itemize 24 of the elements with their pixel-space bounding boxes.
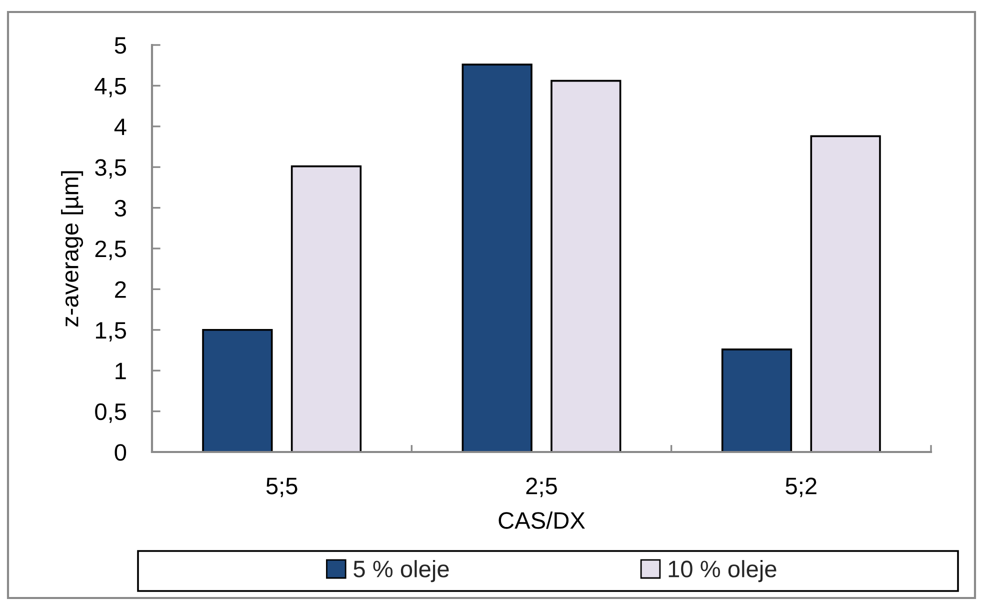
x-tick-label: 2;5 bbox=[526, 478, 557, 498]
bar bbox=[462, 64, 532, 452]
x-axis-title: CAS/DX bbox=[498, 512, 585, 529]
legend-label: 5 % oleje bbox=[354, 560, 449, 582]
y-tick-label: 4 bbox=[114, 118, 126, 135]
bar bbox=[810, 135, 881, 452]
y-tick-label: 3 bbox=[114, 200, 126, 217]
y-tick-label: 3,5 bbox=[95, 159, 126, 179]
y-tick-label: 1 bbox=[116, 362, 126, 380]
bar bbox=[290, 165, 362, 452]
y-tick-label: 1,5 bbox=[96, 322, 126, 342]
legend-label: 10 % oleje bbox=[668, 560, 776, 582]
y-tick-label: 0,5 bbox=[95, 403, 126, 423]
y-tick-label: 4,5 bbox=[94, 78, 126, 98]
x-tick-label: 5;2 bbox=[786, 478, 816, 498]
y-tick-label: 5 bbox=[114, 37, 126, 54]
y-tick-label: 2 bbox=[115, 281, 126, 298]
y-axis-title: z-average [µm] bbox=[61, 171, 84, 327]
bar bbox=[721, 348, 792, 452]
y-tick-label: 0 bbox=[114, 444, 126, 461]
x-tick-label: 5;5 bbox=[266, 478, 298, 498]
bar bbox=[550, 80, 622, 452]
y-tick-label: 2,5 bbox=[95, 240, 126, 260]
bar bbox=[202, 328, 273, 452]
